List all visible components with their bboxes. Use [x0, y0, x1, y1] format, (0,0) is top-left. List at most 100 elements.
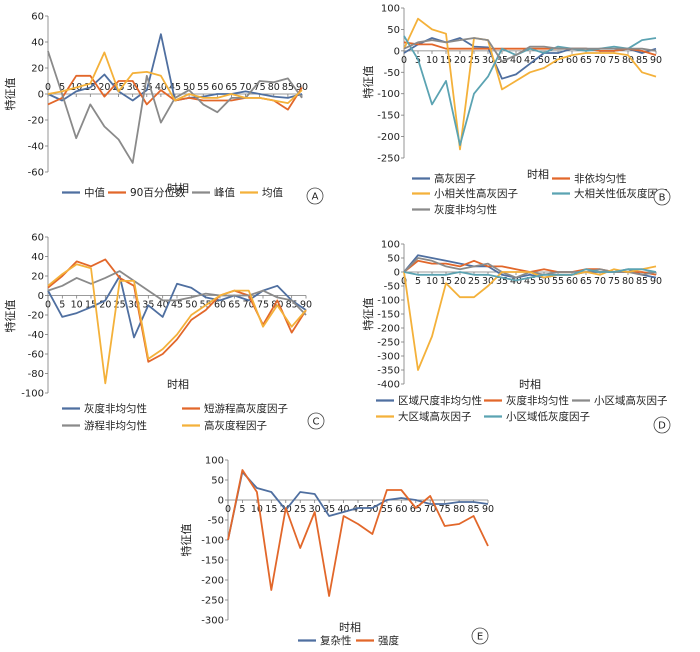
panel-d-x-tick-label: 30	[482, 276, 494, 287]
panel-c-x-axis-label: 时相	[167, 378, 189, 391]
panel-c-x-tick-label: 0	[45, 300, 51, 311]
panel-b-x-tick-label: 0	[401, 55, 407, 66]
panel-b-legend-label: 小相关性高灰因子	[434, 187, 518, 200]
panel-b-legend-label: 大相关性低灰度因子	[574, 187, 669, 200]
panel-d-y-tick-label: 0	[394, 268, 400, 279]
panel-b-y-tick-label: -250	[377, 154, 400, 165]
panel-d-x-tick-label: 50	[538, 276, 550, 287]
panel-d-legend-label: 小区域低灰度因子	[506, 410, 590, 423]
panel-e-y-axis-label: 特征值	[179, 524, 193, 557]
panel-d-legend-label: 灰度非均匀性	[506, 394, 569, 407]
panel-e-x-tick-label: 40	[338, 504, 350, 515]
panel-b-series-line-4	[403, 35, 657, 147]
panel-b-badge-label: B	[659, 193, 666, 204]
panel-e-y-tick-label: -150	[201, 556, 224, 567]
panel-c-x-tick-label: 70	[243, 300, 255, 311]
panel-c-x-tick-label: 75	[257, 300, 269, 311]
panel-a-x-tick-label: 85	[282, 82, 294, 93]
panel-a-x-tick-label: 45	[169, 82, 181, 93]
panel-b-x-tick-label: 70	[594, 55, 606, 66]
panel-b-legend-label: 非依均匀性	[574, 172, 627, 185]
panel-e-y-tick-label: -250	[201, 596, 224, 607]
panel-b-y-tick-label: -150	[377, 111, 400, 122]
panel-b-x-tick-label: 60	[566, 55, 578, 66]
panel-c-x-tick-label: 45	[171, 300, 183, 311]
panel-c-legend-label: 灰度非均匀性	[84, 402, 147, 415]
panel-e-y-tick-label: -300	[201, 616, 224, 627]
panel-b-badge-circle	[653, 188, 671, 206]
panel-c-y-tick-label: -40	[28, 330, 44, 341]
panel-e-x-tick-label: 45	[352, 504, 364, 515]
panel-a-x-tick-label: 40	[155, 82, 167, 93]
panel-b-x-tick-label: 80	[622, 55, 634, 66]
panel-e-x-tick-label: 55	[381, 504, 393, 515]
panel-a-badge-label: A	[312, 192, 319, 203]
panel-e-y-tick-label: -100	[201, 536, 224, 547]
panel-d-badge-label: D	[658, 421, 666, 432]
panel-e-x-tick-label: 70	[424, 504, 436, 515]
panel-a-series-line-3	[47, 50, 303, 164]
panel-d-x-tick-label: 0	[401, 276, 407, 287]
panel-b-x-tick-label: 30	[482, 55, 494, 66]
panel-d-y-tick-label: 50	[387, 254, 400, 265]
panel-d-x-tick-label: 80	[622, 276, 634, 287]
panel-a-x-tick-label: 5	[59, 82, 65, 93]
panel-a-y-tick-label: 40	[31, 38, 44, 49]
panel-c-x-tick-label: 90	[300, 300, 312, 311]
panel-d-x-tick-label: 90	[650, 276, 662, 287]
panel-d-x-tick-label: 40	[510, 276, 522, 287]
panel-d-x-tick-label: 20	[454, 276, 466, 287]
panel-d-x-tick-label: 35	[496, 276, 508, 287]
panel-b-y-tick-label: 50	[387, 25, 400, 36]
panel-a-x-tick-label: 50	[183, 82, 195, 93]
panel-c-y-tick-label: -20	[28, 311, 44, 322]
panel-e-x-tick-label: 35	[323, 504, 335, 515]
panel-d-x-tick-label: 25	[468, 276, 480, 287]
panel-e-badge-circle	[471, 627, 489, 645]
panel-b-x-tick-label: 10	[426, 55, 438, 66]
panel-d-y-tick-label: -250	[377, 338, 400, 349]
panel-d-legend-label: 小区域高灰因子	[594, 394, 668, 407]
panel-a-x-tick-label: 30	[127, 82, 139, 93]
panel-d-y-tick-label: -150	[377, 310, 400, 321]
panel-d-y-tick-label: -50	[384, 282, 400, 293]
panel-c-x-tick-label: 30	[128, 300, 140, 311]
panel-a-x-tick-label: 65	[225, 82, 237, 93]
panel-c-y-tick-label: 40	[31, 252, 44, 263]
panel-c-legend-label: 短游程高灰度因子	[204, 402, 288, 415]
panel-d-x-tick-label: 55	[552, 276, 564, 287]
panel-e-y-tick-label: 100	[205, 456, 224, 467]
panel-b-series-line-3	[403, 17, 657, 151]
panel-b-x-tick-label: 40	[510, 55, 522, 66]
panel-a-y-tick-label: -40	[28, 142, 44, 153]
panel-d-x-tick-label: 60	[566, 276, 578, 287]
panel-a-x-tick-label: 20	[98, 82, 110, 93]
panel-a-x-tick-label: 80	[268, 82, 280, 93]
panel-d-y-tick-label: -350	[377, 366, 400, 377]
panel-c-x-tick-label: 60	[214, 300, 226, 311]
panel-e-series-line-1	[227, 471, 489, 541]
panel-b-x-tick-label: 25	[468, 55, 480, 66]
panel-a-y-tick-label: 0	[38, 90, 44, 101]
panel-e-legend-label: 强度	[378, 634, 399, 647]
panel-a-x-tick-label: 25	[113, 82, 125, 93]
panel-a-x-axis-label: 时相	[167, 182, 189, 195]
panel-e-x-tick-label: 10	[251, 504, 263, 515]
panel-c-y-tick-label: -80	[28, 369, 44, 380]
panel-e-x-tick-label: 75	[439, 504, 451, 515]
panel-e-x-tick-label: 80	[453, 504, 465, 515]
panel-b-x-tick-label: 75	[608, 55, 620, 66]
panel-b-x-tick-label: 85	[636, 55, 648, 66]
panel-e-x-tick-label: 65	[410, 504, 422, 515]
panel-c-x-tick-label: 50	[185, 300, 197, 311]
panel-b-legend-label: 高灰因子	[434, 172, 476, 185]
panel-a-x-tick-label: 0	[45, 82, 51, 93]
panel-b-x-tick-label: 50	[538, 55, 550, 66]
panel-c-x-tick-label: 20	[99, 300, 111, 311]
panel-e-series-line-2	[227, 469, 489, 597]
panel-d-y-tick-label: 100	[381, 240, 400, 251]
panel-e-x-axis-label: 时相	[339, 621, 361, 634]
panel-d-x-tick-label: 65	[580, 276, 592, 287]
panel-a-y-tick-label: 20	[31, 64, 44, 75]
